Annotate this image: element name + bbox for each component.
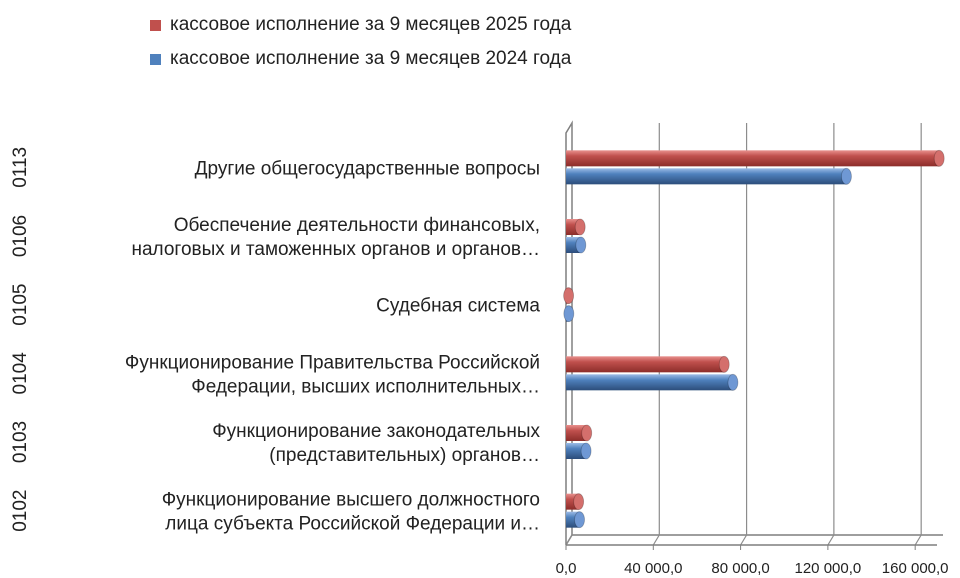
bar-2024-0113 [566,168,847,185]
bar-2024-0104-cap [727,373,739,391]
bar-2025-0113 [566,150,940,167]
category-code-0103: 0103 [10,421,31,463]
bar-2025-0106-cap [574,218,586,236]
legend-label-2024: кассовое исполнение за 9 месяцев 2024 го… [170,48,572,69]
category-label-0102: Функционирование высшего должностного [162,490,540,511]
category-label-0102: лица субъекта Российской Федерации и… [165,514,540,535]
category-label-0105: Судебная система [376,296,540,317]
bar-2024-0106-cap [575,236,587,254]
legend-label-2025: кассовое исполнение за 9 месяцев 2025 го… [170,14,572,35]
legend-swatch-2024 [150,53,161,65]
x-tick-label: 40 000,0 [624,560,682,577]
legend-item-2025: кассовое исполнение за 9 месяцев 2025 го… [150,8,571,42]
category-label-0106: налоговых и таможенных органов и органов… [132,239,541,260]
bar-2024-0104 [566,374,733,391]
category-code-0104: 0104 [10,352,31,395]
legend: кассовое исполнение за 9 месяцев 2025 го… [150,8,571,76]
axis-wall [565,120,573,545]
bar-2024-0105-cap [563,305,575,323]
category-code-0102: 0102 [10,490,31,532]
legend-swatch-2025 [150,19,161,31]
legend-item-2024: кассовое исполнение за 9 месяцев 2024 го… [150,42,571,76]
category-label-0104: Федерации, высших исполнительных… [191,376,540,397]
bar-2025-0103 [566,425,587,441]
x-tick-label: 80 000,0 [711,560,769,577]
category-code-0106: 0106 [10,215,31,257]
x-tick-label: 120 000,0 [795,560,862,577]
grid-floor-line [565,534,573,546]
x-tick-label: 0,0 [556,560,577,577]
grid-floor-line [827,534,835,546]
bar-2025-0104-cap [718,355,730,373]
x-tick-label: 160 000,0 [882,560,949,577]
grid-floor-line [652,534,660,546]
bar-2025-0104 [566,356,725,373]
grid-floor-line [914,534,922,546]
bar-2024-0103-cap [580,442,592,460]
bar-2024-0103 [566,443,587,459]
category-label-0103: (представительных) органов… [269,445,540,466]
category-label-0104: Функционирование Правительства Российско… [125,352,540,373]
bar-2024-0113-cap [841,167,852,185]
axis-floor [565,534,943,546]
bar-2025-0102-cap [573,493,585,511]
category-label-0103: Функционирование законодательных [212,421,540,442]
category-code-0113: 0113 [10,147,31,188]
grid-floor-line [740,534,748,546]
bar-2025-0105-cap [563,287,575,305]
bar-2025-0113-cap [933,149,945,167]
bar-2024-0102-cap [574,511,585,529]
category-label-0113: Другие общегосударственные вопросы [195,158,540,179]
category-code-0105: 0105 [10,284,31,326]
bar-2025-0103-cap [581,424,593,442]
category-label-0106: Обеспечение деятельности финансовых, [174,215,540,236]
